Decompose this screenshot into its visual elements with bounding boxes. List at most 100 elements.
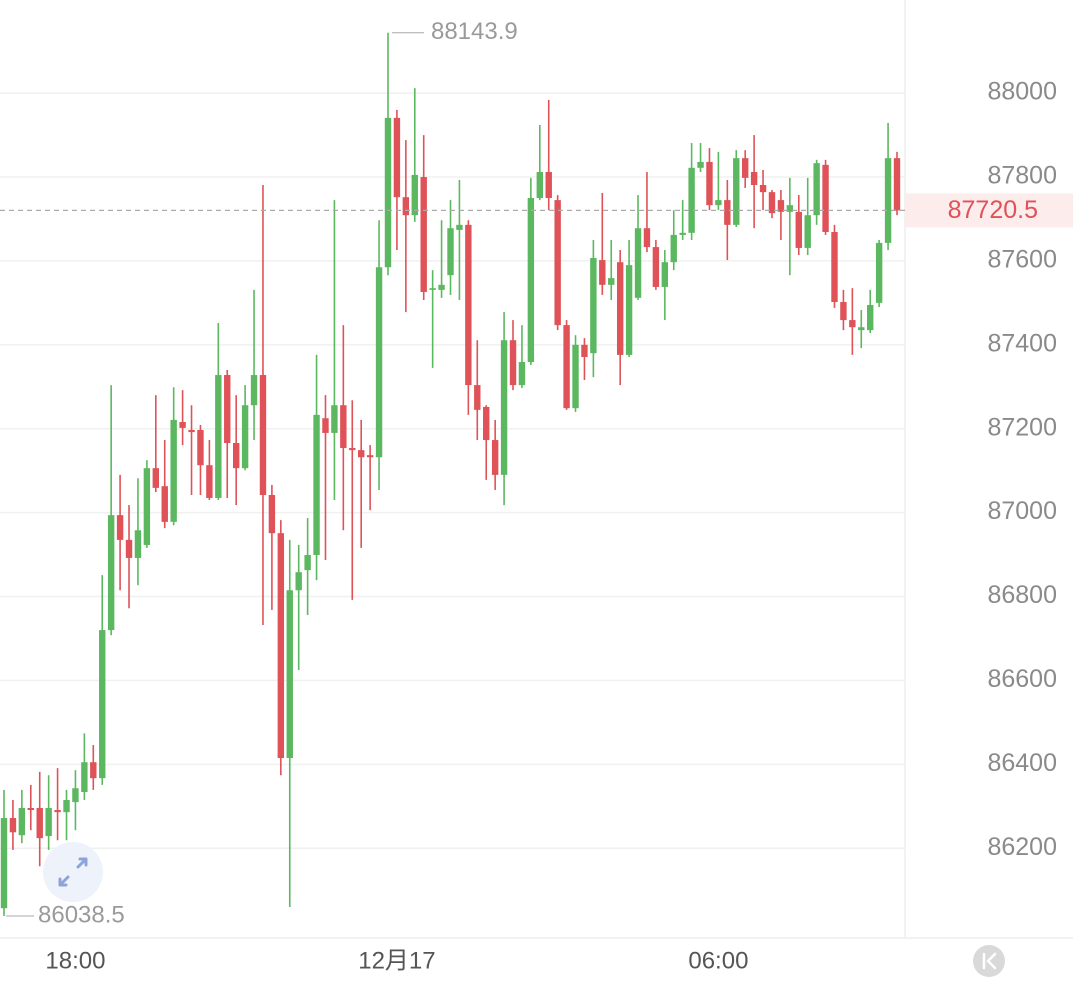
- candle-body: [268, 495, 276, 534]
- candle-body: [349, 448, 356, 451]
- candle-body: [840, 302, 847, 321]
- candle-body: [724, 200, 731, 225]
- candle-body: [867, 304, 874, 331]
- candle-body: [331, 405, 338, 433]
- reset-icon[interactable]: [982, 952, 997, 970]
- max-label: 88143.9: [431, 18, 518, 45]
- candle-body: [661, 262, 669, 287]
- candle-body: [465, 224, 472, 386]
- expand-button[interactable]: [43, 842, 103, 902]
- candle-body: [456, 224, 463, 230]
- last-price-label: 87720.5: [948, 196, 1038, 224]
- candle-body: [375, 267, 383, 458]
- candle-body: [527, 198, 535, 363]
- candle-body: [9, 818, 17, 833]
- candle-body: [563, 325, 570, 409]
- y-tick-label: 86600: [987, 665, 1057, 693]
- expand-button-bg[interactable]: [43, 842, 103, 902]
- candle-body: [358, 450, 365, 458]
- candle-body: [438, 284, 445, 290]
- candle-body: [768, 192, 776, 214]
- candle-body: [116, 515, 124, 540]
- candle-body: [72, 788, 79, 803]
- candle-body: [733, 158, 740, 225]
- candle-body: [545, 171, 552, 199]
- candle-body: [652, 247, 660, 287]
- candle-body: [483, 406, 490, 441]
- candle-body: [384, 117, 392, 268]
- candle-body: [420, 177, 427, 292]
- candle-body: [893, 158, 901, 211]
- candle-body: [241, 405, 249, 469]
- candle-body: [402, 197, 410, 216]
- candle-body: [27, 807, 34, 811]
- candle-body: [608, 278, 615, 285]
- y-tick-label: 86400: [987, 749, 1057, 777]
- candle-body: [152, 468, 160, 488]
- candle-body: [188, 429, 195, 433]
- candle-body: [45, 807, 52, 837]
- candle-body: [259, 375, 267, 496]
- candle-body: [509, 340, 517, 386]
- candle-body: [90, 762, 97, 779]
- min-label: 86038.5: [38, 901, 125, 928]
- candle-body: [0, 818, 8, 909]
- candle-body: [215, 375, 222, 498]
- y-tick-label: 87400: [987, 329, 1057, 357]
- candle-body: [313, 414, 320, 555]
- candle-body: [170, 419, 177, 522]
- candle-body: [643, 228, 651, 248]
- candle-body: [125, 539, 133, 558]
- candle-body: [831, 231, 838, 303]
- candle-body: [625, 265, 633, 355]
- candle-body: [750, 171, 758, 185]
- candle-body: [107, 515, 115, 631]
- x-tick-label: 18:00: [45, 947, 105, 974]
- candle-body: [849, 320, 856, 328]
- candle-body: [322, 418, 329, 433]
- candle-body: [393, 117, 401, 198]
- candle-body: [875, 242, 883, 303]
- candle-body: [474, 385, 481, 410]
- candle-body: [599, 260, 606, 285]
- y-tick-label: 87000: [987, 497, 1057, 525]
- candle-body: [536, 171, 543, 199]
- candle-body: [500, 340, 508, 475]
- candle-body: [688, 167, 695, 233]
- candle-body: [63, 799, 70, 813]
- candle-body: [670, 234, 677, 263]
- candle-body: [634, 228, 642, 298]
- candle-body: [491, 440, 499, 475]
- x-tick-label: 06:00: [688, 947, 748, 974]
- candle-body: [54, 810, 61, 813]
- candle-body: [36, 807, 43, 839]
- candle-body: [706, 161, 713, 206]
- candle-body: [590, 257, 597, 354]
- candle-body: [786, 205, 794, 212]
- candle-body: [81, 762, 88, 793]
- candle-body: [411, 174, 418, 216]
- x-tick-label: 12月17: [358, 947, 435, 974]
- y-tick-label: 88000: [987, 78, 1057, 106]
- candle-body: [197, 429, 204, 466]
- reset-button[interactable]: [973, 945, 1005, 977]
- expand-icon[interactable]: [58, 857, 88, 887]
- candle-body: [741, 158, 749, 178]
- candle-body: [777, 200, 785, 212]
- y-tick-label: 87600: [987, 246, 1057, 274]
- candle-body: [572, 344, 579, 409]
- candle-body: [518, 362, 526, 386]
- candle-body: [304, 554, 311, 571]
- last-price-bg: [905, 193, 1073, 228]
- candle-body: [581, 344, 588, 357]
- candle-body: [429, 288, 436, 290]
- y-tick-label: 87800: [987, 162, 1057, 190]
- y-tick-label: 87200: [987, 413, 1057, 441]
- candle-body: [813, 163, 820, 216]
- candle-body: [232, 442, 240, 469]
- candle-body: [858, 327, 865, 331]
- candle-body: [554, 200, 561, 326]
- candle-body: [286, 590, 293, 759]
